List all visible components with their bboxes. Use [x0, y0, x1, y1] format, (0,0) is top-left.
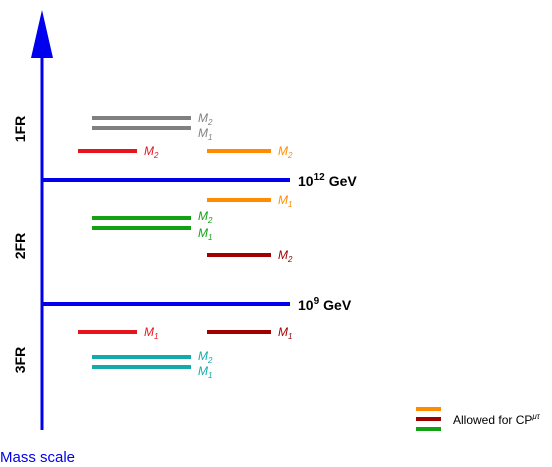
threshold-label-1e9: 109 GeV [298, 296, 352, 313]
level-label-2fr-darkred-m2: M2 [278, 248, 293, 264]
region-label-2fr: 2FR [12, 233, 28, 259]
region-label-3fr: 3FR [12, 347, 28, 373]
level-label-3fr-darkred-m1: M1 [278, 325, 292, 341]
mass-axis-arrowhead [31, 10, 53, 58]
level-label-1fr-red-m2: M2 [144, 144, 159, 160]
level-label-3fr-teal-m2: M2 [198, 349, 213, 365]
mass-scale-caption: Mass scale [0, 449, 75, 466]
level-label-1fr-orange-m2: M2 [278, 144, 293, 160]
region-label-1fr: 1FR [12, 116, 28, 142]
level-label-2fr-green-m2: M2 [198, 209, 213, 225]
level-label-3fr-red-m1: M1 [144, 325, 158, 341]
threshold-label-1e12: 1012 GeV [298, 172, 357, 189]
level-label-2fr-green-m1: M1 [198, 226, 212, 242]
level-label-2fr-orange-m1: M1 [278, 193, 292, 209]
level-label-3fr-teal-m1: M1 [198, 364, 212, 380]
level-label-1fr-gray-m1: M1 [198, 126, 212, 142]
level-label-1fr-gray-m2: M2 [198, 111, 213, 127]
legend-label: Allowed for CPμτ [453, 412, 541, 427]
